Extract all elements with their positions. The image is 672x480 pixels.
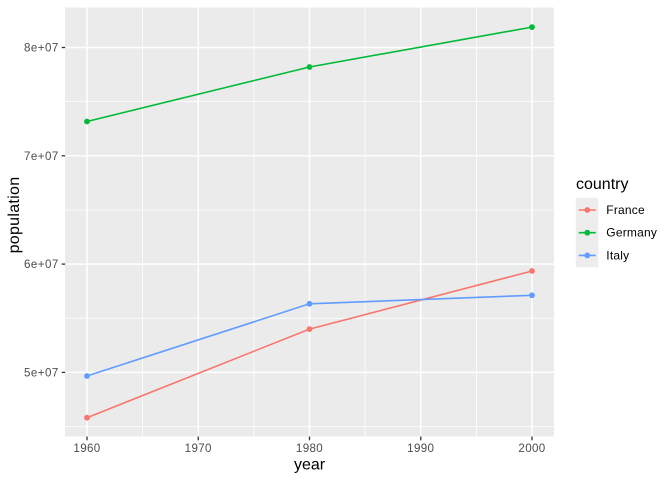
svg-text:7e+07: 7e+07 [24, 150, 59, 163]
svg-text:Italy: Italy [606, 248, 629, 262]
svg-text:population: population [6, 177, 23, 254]
svg-text:8e+07: 8e+07 [24, 42, 59, 55]
svg-text:6e+07: 6e+07 [24, 258, 59, 271]
svg-text:year: year [294, 456, 326, 473]
svg-text:country: country [576, 176, 628, 193]
svg-text:Germany: Germany [606, 226, 657, 240]
svg-text:France: France [606, 203, 645, 217]
svg-text:1980: 1980 [296, 442, 323, 455]
svg-text:1990: 1990 [407, 442, 434, 455]
svg-text:5e+07: 5e+07 [24, 367, 59, 380]
svg-text:1970: 1970 [185, 442, 212, 455]
svg-text:2000: 2000 [518, 442, 545, 455]
svg-text:1960: 1960 [73, 442, 100, 455]
